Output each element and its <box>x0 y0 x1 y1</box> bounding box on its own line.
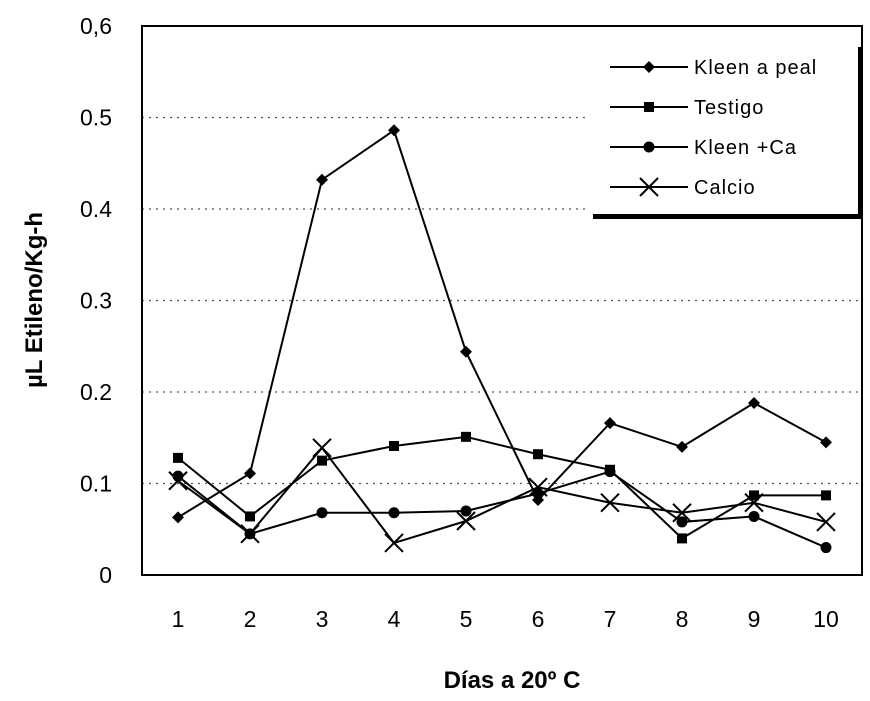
x-stroke <box>744 493 764 513</box>
data-point-square <box>677 533 687 544</box>
data-point-circle <box>604 466 616 478</box>
data-point-square <box>461 431 471 442</box>
data-point-x <box>384 533 404 553</box>
data-point-diamond <box>820 436 832 449</box>
data-point-x <box>312 438 332 458</box>
data-point-circle <box>748 510 760 522</box>
x-stroke <box>312 438 332 458</box>
x-tick-label: 5 <box>460 606 473 632</box>
data-point-square <box>389 440 399 451</box>
x-tick-label: 9 <box>748 606 761 632</box>
x-stroke <box>672 503 692 523</box>
x-stroke <box>816 512 836 532</box>
data-point-circle <box>676 516 688 528</box>
legend-label: Kleen a peal <box>694 57 817 79</box>
data-point-x <box>639 177 659 197</box>
legend-label: Testigo <box>694 97 764 119</box>
series-kleen-ca <box>172 466 832 554</box>
x-tick-label: 3 <box>316 606 329 632</box>
legend-item: Calcio <box>610 177 756 199</box>
data-point-diamond <box>643 61 655 73</box>
x-tick-label: 8 <box>676 606 689 632</box>
data-point-x <box>456 511 476 531</box>
data-point-diamond <box>460 345 472 358</box>
data-point-diamond <box>604 417 616 430</box>
data-point-diamond <box>172 511 184 524</box>
plot-area-frame <box>141 25 863 576</box>
data-point-x <box>672 503 692 523</box>
y-axis-tick-labels: 0 0.1 0.2 0.3 0.4 0.5 0,6 <box>80 13 112 588</box>
data-point-x <box>528 477 548 497</box>
x-axis-label: Días a 20º C <box>444 667 581 694</box>
data-point-diamond <box>676 440 688 453</box>
data-point-circle <box>820 542 832 554</box>
legend-item: Kleen a peal <box>610 57 817 79</box>
gridlines <box>142 116 862 485</box>
data-point-square <box>317 455 327 466</box>
y-tick-label: 0.1 <box>80 471 112 497</box>
series-line <box>177 470 827 549</box>
y-tick-label: 0.5 <box>80 105 112 131</box>
y-tick-label: 0.3 <box>80 288 112 314</box>
y-tick-label: 0.2 <box>80 379 112 405</box>
data-point-diamond <box>244 467 256 480</box>
legend-item: Kleen +Ca <box>610 137 797 159</box>
y-axis-label: µL Etileno/Kg-h <box>21 212 48 388</box>
x-stroke <box>384 533 404 553</box>
data-point-circle <box>460 505 472 517</box>
series-layer <box>168 124 836 554</box>
data-point-x <box>240 524 260 544</box>
data-point-x <box>600 493 620 513</box>
series-calcio <box>168 438 836 553</box>
data-point-square <box>821 490 831 501</box>
legend: Kleen a peal Testigo Kleen +Ca Calcio <box>588 42 863 219</box>
data-point-diamond <box>748 396 760 409</box>
data-point-diamond <box>316 173 328 186</box>
legend-item: Testigo <box>610 97 764 119</box>
legend-label: Kleen +Ca <box>694 137 797 159</box>
data-point-diamond <box>388 124 400 137</box>
data-point-x <box>744 493 764 513</box>
data-point-square <box>749 490 759 501</box>
series-line <box>177 435 826 540</box>
x-stroke <box>456 511 476 531</box>
x-tick-label: 1 <box>172 606 185 632</box>
data-point-square <box>173 452 183 463</box>
data-point-x <box>168 471 188 491</box>
x-stroke <box>240 524 260 544</box>
x-axis-tick-labels: 1 2 3 4 5 6 7 8 9 10 <box>172 606 839 632</box>
data-point-square <box>644 102 654 112</box>
y-tick-label: 0 <box>99 562 112 588</box>
x-tick-label: 7 <box>604 606 617 632</box>
x-tick-label: 2 <box>244 606 257 632</box>
x-stroke <box>600 493 620 513</box>
x-stroke <box>639 177 659 197</box>
data-point-square <box>245 511 255 522</box>
y-tick-label: 0.4 <box>80 196 112 222</box>
x-tick-label: 6 <box>532 606 545 632</box>
x-tick-label: 10 <box>813 606 839 632</box>
x-stroke <box>168 471 188 491</box>
x-tick-label: 4 <box>388 606 401 632</box>
x-stroke <box>528 477 548 497</box>
y-tick-label: 0,6 <box>80 13 112 39</box>
data-point-circle <box>388 507 400 519</box>
series-line <box>177 128 827 519</box>
data-point-circle <box>643 141 655 153</box>
legend-label: Calcio <box>694 177 756 199</box>
legend-box <box>588 42 858 214</box>
data-point-x <box>816 512 836 532</box>
data-point-square <box>533 449 543 460</box>
data-point-circle <box>316 507 328 519</box>
series-line <box>177 446 827 545</box>
